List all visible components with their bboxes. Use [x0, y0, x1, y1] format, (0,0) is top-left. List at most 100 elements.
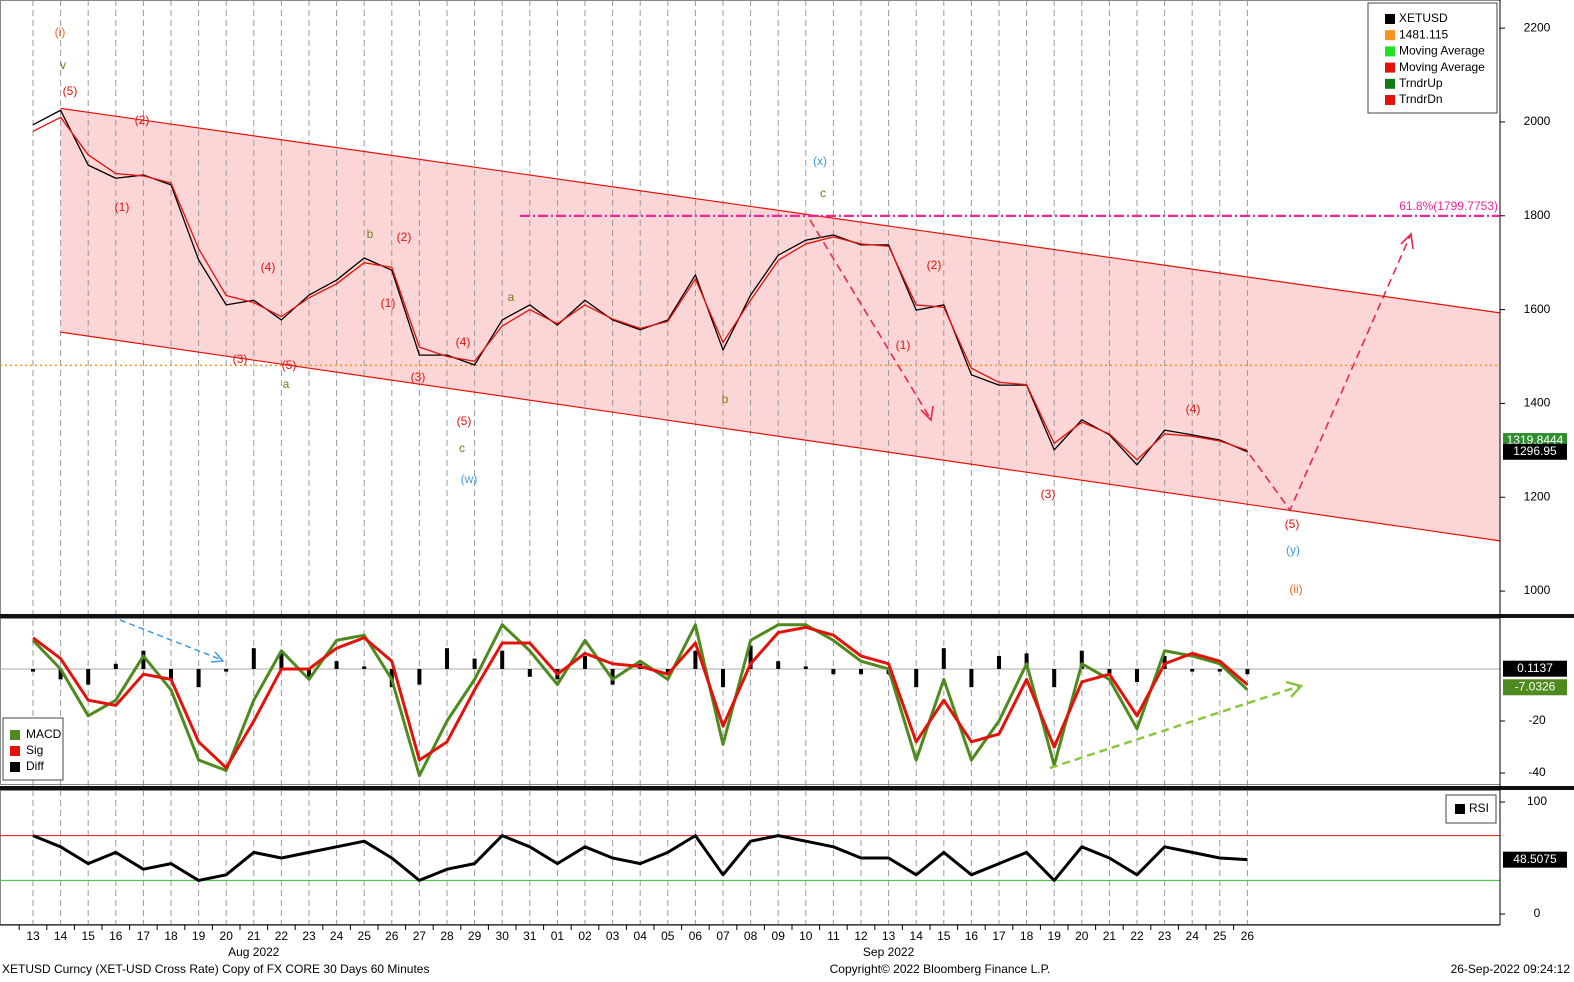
series-line: [32, 625, 1249, 770]
wave-label: c: [820, 186, 826, 200]
diff-bar: [1052, 668, 1057, 688]
legend-swatch: [10, 762, 20, 772]
arrow-head: [210, 651, 225, 663]
diff-bar: [251, 648, 256, 669]
x-tick-label: 13: [882, 929, 896, 943]
month-label: Aug 2022: [228, 945, 280, 959]
diff-bar: [224, 668, 229, 672]
diff-bar: [31, 668, 35, 672]
y-tick-label: 1200: [1524, 489, 1551, 503]
diff-bar: [859, 668, 863, 675]
diff-bar: [914, 668, 919, 688]
diff-bar: [141, 650, 146, 669]
wave-label: (4): [1186, 402, 1201, 416]
x-tick-label: 03: [606, 929, 620, 943]
diff-bar: [1217, 668, 1222, 672]
legend-label: MACD: [26, 727, 62, 741]
wave-label: (1): [381, 296, 396, 310]
footer-left: XETUSD Curncy (XET-USD Cross Rate) Copy …: [2, 962, 429, 976]
y-tick-label: 2000: [1524, 114, 1551, 128]
diff-bar: [831, 668, 836, 675]
diff-bar: [803, 666, 808, 669]
x-tick-label: 15: [937, 929, 951, 943]
wave-label: (5): [63, 84, 78, 98]
diff-bar: [527, 668, 532, 677]
x-tick-label: 14: [910, 929, 924, 943]
diff-bar: [1190, 668, 1195, 672]
x-tick-label: 23: [302, 929, 316, 943]
x-tick-label: 26: [1241, 929, 1255, 943]
month-label: Sep 2022: [863, 945, 915, 959]
series-line: [31, 623, 1249, 778]
x-tick-label: 06: [689, 929, 703, 943]
legend-label: TrndrUp: [1399, 76, 1443, 90]
x-tick-label: 18: [164, 929, 178, 943]
x-tick-label: 26: [385, 929, 399, 943]
diff-bar: [969, 668, 974, 688]
legend-label: Moving Average: [1399, 44, 1485, 58]
x-tick-label: 25: [1213, 929, 1227, 943]
y-tick-label: 1400: [1524, 396, 1551, 410]
y-tick-label: 1000: [1524, 583, 1551, 597]
data-layer: [31, 109, 1250, 882]
legend-label: RSI: [1469, 801, 1489, 815]
diff-bar: [307, 668, 311, 680]
wave-label: (3): [233, 352, 248, 366]
legend-swatch: [1385, 46, 1395, 57]
wave-label: (5): [1285, 517, 1300, 531]
series-line: [32, 834, 1248, 882]
diff-bar: [721, 668, 725, 688]
legend-swatch: [1455, 804, 1465, 814]
diff-bar: [693, 650, 698, 669]
panel-divider: [0, 614, 1574, 618]
x-tick-label: 22: [275, 929, 289, 943]
legend-label: 1481.115: [1399, 27, 1448, 41]
diff-bar: [196, 668, 201, 688]
background-layer: [60, 108, 1501, 541]
y-tick-label: 0: [1534, 906, 1541, 920]
wave-label: a: [508, 290, 515, 304]
x-tick-label: 10: [799, 929, 813, 943]
x-tick-label: 04: [634, 929, 648, 943]
diff-bar: [417, 668, 422, 685]
x-tick-label: 25: [358, 929, 372, 943]
wave-label: (2): [927, 258, 942, 272]
x-tick-label: 05: [661, 929, 675, 943]
x-tick-label: 02: [578, 929, 592, 943]
legend-label: Diff: [26, 759, 44, 773]
diff-bar: [941, 648, 946, 669]
footer-right: 26-Sep-2022 09:24:12: [1451, 962, 1571, 976]
series-line: [32, 116, 1248, 461]
x-tick-label: 21: [1103, 929, 1117, 943]
diff-bar: [86, 668, 91, 685]
wave-label: c: [459, 441, 465, 455]
wave-label: (2): [135, 113, 150, 127]
diff-bar: [445, 648, 449, 669]
diff-bar: [1024, 653, 1029, 669]
legend-label: Sig: [26, 743, 43, 757]
wave-label: (x): [813, 154, 827, 168]
x-tick-label: 30: [496, 929, 510, 943]
wave-label: (1): [896, 338, 911, 352]
wave-label: (4): [456, 335, 471, 349]
diff-bar: [748, 645, 753, 669]
diff-bar: [610, 668, 615, 685]
x-tick-label: 13: [26, 929, 40, 943]
divergence-arrow: [1049, 684, 1301, 770]
y-tick-label: -20: [1528, 713, 1546, 727]
last-value-box: [1503, 660, 1567, 677]
wave-label: (5): [457, 414, 472, 428]
wave-label: (3): [411, 370, 426, 384]
x-tick-label: 28: [440, 929, 454, 943]
x-tick-label: 17: [992, 929, 1006, 943]
diff-bar: [1245, 668, 1250, 675]
x-tick-label: 23: [1158, 929, 1172, 943]
x-tick-label: 14: [54, 929, 68, 943]
x-tick-label: 17: [137, 929, 151, 943]
fib-label: 61.8%(1799.7753): [1399, 199, 1498, 213]
wave-label: (i): [55, 25, 66, 39]
diff-bar: [279, 650, 284, 669]
x-tick-label: 22: [1130, 929, 1144, 943]
